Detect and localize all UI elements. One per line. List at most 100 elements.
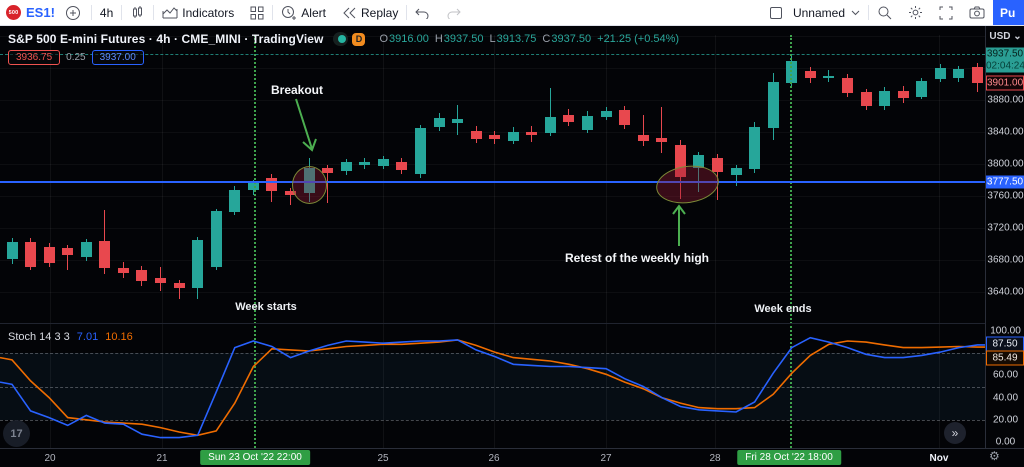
candle [656, 138, 668, 143]
buy-button[interactable]: 3937.00 [91, 50, 144, 65]
undo-button[interactable] [407, 0, 438, 25]
market-status-pill[interactable] [333, 32, 349, 46]
candle [80, 242, 92, 257]
grid-line-horizontal [0, 260, 985, 261]
pane-divider[interactable] [0, 323, 985, 324]
candle [804, 71, 816, 78]
snapshot-button[interactable] [961, 0, 993, 25]
stoch-tick-label: 20.00 [992, 414, 1019, 426]
candle-wick [67, 244, 69, 270]
candle [359, 161, 371, 165]
candle [192, 240, 204, 288]
candle [916, 80, 928, 97]
candle [749, 127, 761, 169]
daily-interval-badge[interactable]: D [352, 32, 366, 46]
tradingview-logo[interactable]: 17 [3, 420, 30, 447]
candle [953, 68, 965, 79]
week-separator-line[interactable] [790, 35, 792, 448]
chart-area[interactable]: Breakout Retest of the weekly high Week st… [0, 25, 1024, 467]
candle-wick [178, 280, 180, 300]
candle [136, 269, 148, 281]
symbol-button[interactable]: ES1! [26, 5, 55, 20]
sell-button[interactable]: 3936.75 [8, 50, 61, 65]
time-tick-label: 20 [44, 453, 56, 464]
candle [229, 190, 241, 212]
candle [377, 159, 389, 166]
candle [619, 110, 631, 125]
toolbar-separator [406, 5, 408, 20]
candle [117, 268, 129, 273]
fullscreen-button[interactable] [931, 0, 961, 25]
grid-line-vertical [939, 35, 940, 448]
grid-line-horizontal [0, 68, 985, 69]
save-layout-indicator[interactable] [761, 0, 791, 25]
currency-selector[interactable]: USD ⌄ [989, 31, 1022, 42]
candle [43, 247, 55, 264]
week-separator-line[interactable] [254, 35, 256, 448]
candle [712, 158, 723, 172]
time-axis-gear-icon[interactable]: ⚙ [989, 449, 1000, 463]
last-price-line [0, 54, 985, 55]
candle-wick [327, 164, 329, 204]
time-axis[interactable]: 20 21 25 26 27 28 Nov Sun 23 Oct '22 22:00 Fri 2… [0, 448, 1024, 467]
alert-button[interactable]: Alert [273, 0, 334, 25]
stoch-tick-label: 60.00 [992, 369, 1019, 381]
retest-label[interactable]: Retest of the weekly high [564, 251, 710, 265]
candle [452, 119, 464, 124]
replay-button[interactable]: Replay [334, 0, 406, 25]
week-starts-label[interactable]: Week starts [235, 301, 297, 313]
countdown-label: 02:04:24 [986, 59, 1024, 73]
grid-line-vertical [715, 35, 716, 448]
compare-add-button[interactable] [55, 0, 91, 25]
stoch-legend[interactable]: Stoch 14 3 3 7.01 10.16 [8, 331, 133, 343]
layout-name-menu[interactable]: Unnamed [791, 0, 868, 25]
toolbar-separator [153, 5, 155, 20]
time-tick-label: 27 [600, 453, 612, 464]
gear-icon [908, 5, 923, 20]
stoch-k-value: 7.01 [76, 331, 99, 343]
week-ends-label[interactable]: Week ends [754, 303, 812, 315]
toolbar-separator [868, 5, 869, 20]
toolbar-separator [272, 5, 274, 20]
grid-line-horizontal [0, 228, 985, 229]
candle [563, 115, 575, 123]
indicators-button[interactable]: Indicators [154, 0, 242, 25]
session-break-label[interactable]: Sun 23 Oct '22 22:00 [200, 450, 310, 465]
breakout-ellipse-drawing[interactable] [292, 166, 327, 204]
candle [433, 117, 445, 128]
candle [582, 116, 594, 130]
templates-button[interactable] [242, 0, 272, 25]
price-tick-label: 3640.00 [987, 286, 1024, 298]
toolbar-separator [121, 5, 123, 20]
candle [526, 132, 538, 136]
price-tick-label: 3840.00 [987, 126, 1024, 138]
price-tick-label: 3880.00 [987, 94, 1024, 106]
price-tick-label: 3800.00 [987, 158, 1024, 170]
candle [173, 283, 185, 288]
go-to-realtime-button[interactable]: » [944, 422, 966, 444]
price-tick-label: 3760.00 [987, 190, 1024, 202]
bid-ask-row: 3936.75 0.25 3937.00 [8, 50, 144, 65]
session-break-label[interactable]: Fri 28 Oct '22 18:00 [737, 450, 841, 465]
price-axis[interactable]: USD ⌄ 3880.00 3840.00 3800.00 3760.00 3720.0… [985, 25, 1024, 467]
horizontal-level-line[interactable] [0, 181, 985, 183]
breakout-label[interactable]: Breakout [270, 83, 324, 97]
search-button[interactable] [869, 0, 900, 25]
price-tick-label: 3720.00 [987, 222, 1024, 234]
time-tick-label: 28 [709, 453, 721, 464]
last-price-label: 3937.50 [986, 47, 1024, 61]
chart-legend-row: S&P 500 E-mini Futures · 4h · CME_MINI ·… [8, 32, 679, 46]
grid-line-vertical [383, 35, 384, 448]
redo-button[interactable] [438, 0, 469, 25]
chart-style-button[interactable] [122, 0, 153, 25]
settings-button[interactable] [900, 0, 931, 25]
publish-button[interactable]: Pu [993, 0, 1024, 25]
chart-title[interactable]: S&P 500 E-mini Futures · 4h · CME_MINI ·… [8, 32, 324, 46]
camera-icon [969, 6, 985, 19]
interval-button[interactable]: 4h [99, 5, 114, 20]
candle [971, 67, 983, 84]
stoch-level-line [0, 386, 985, 388]
ohlc-values: O3916.00 H3937.50 L3913.75 C3937.50 +21.… [379, 33, 680, 45]
top-toolbar: 500 ES1! 4h Indicators [0, 0, 1024, 26]
